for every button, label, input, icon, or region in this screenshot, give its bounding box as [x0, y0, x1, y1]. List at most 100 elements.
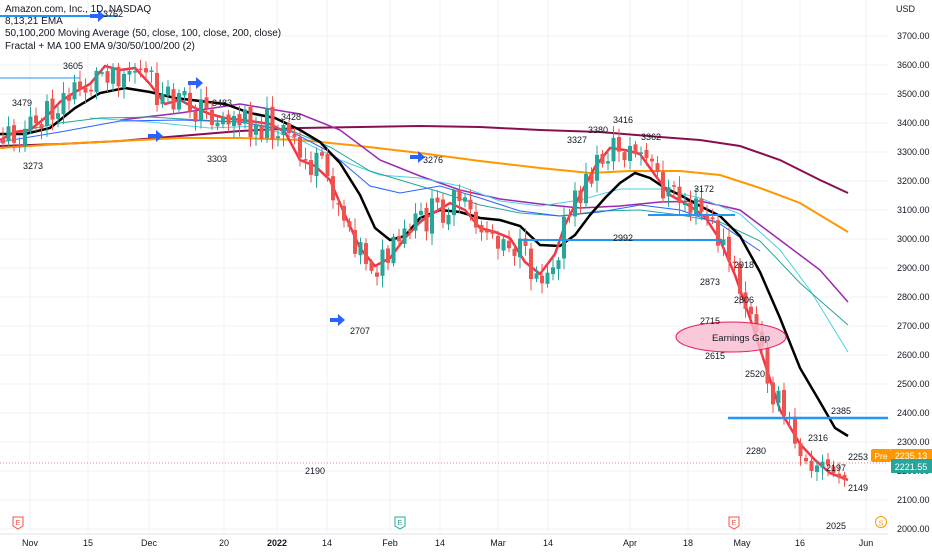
ema-indicator-label[interactable]: 8,13,21 EMA [5, 16, 63, 28]
svg-text:E: E [397, 518, 402, 527]
candle-body [430, 198, 434, 234]
candle-body [204, 97, 209, 109]
price-axis[interactable]: USD 3700.00 3600.00 3500.00 3400.00 3300… [871, 0, 932, 535]
price-tick: 3600.00 [897, 60, 930, 70]
fractal-indicator-label[interactable]: Fractal + MA 100 EMA 9/30/50/100/200 (2) [5, 40, 195, 52]
candle-body [375, 272, 379, 277]
earnings-marker-icon[interactable]: E [12, 516, 24, 530]
time-tick: May [733, 538, 751, 548]
candle-body [122, 73, 126, 88]
price-tick: 3300.00 [897, 147, 930, 157]
candle-body [193, 110, 198, 122]
fractal-high-label: 3416 [613, 115, 633, 125]
earnings-marker-icon[interactable]: E [394, 516, 406, 530]
candle-body [562, 216, 566, 259]
time-axis[interactable]: Nov 15 Dec 20 2022 14 Feb 14 Mar 14 Apr … [0, 533, 888, 548]
candle-body [639, 152, 643, 154]
svg-text:E: E [15, 518, 20, 527]
candle-body [661, 172, 665, 199]
candle-body [672, 185, 676, 187]
candle-body [1, 138, 5, 144]
price-tick: 3200.00 [897, 176, 930, 186]
earnings-marker-icon[interactable]: E [728, 516, 740, 530]
time-tick: Feb [382, 538, 398, 548]
chart-legend[interactable]: Amazon.com, Inc., 1D, NASDAQ 8,13,21 EMA… [5, 4, 281, 53]
candle-body [749, 306, 753, 315]
candle-body [446, 214, 451, 225]
last-price-badge [891, 459, 932, 473]
candle-body [78, 81, 82, 90]
candle-body [699, 198, 704, 213]
candlesticks [1, 59, 847, 487]
fractal-low-label: 2992 [613, 233, 633, 243]
fractal-high-label: 3428 [281, 112, 301, 122]
fractal-low-label: 2715 [700, 316, 720, 326]
split-marker-icon[interactable]: S [875, 516, 887, 528]
candle-body [540, 275, 544, 284]
candle-body [100, 72, 104, 74]
time-tick: 2022 [267, 538, 287, 548]
time-tick: 14 [435, 538, 445, 548]
candle-body [771, 382, 775, 405]
candle-body [589, 173, 594, 184]
candle-body [12, 125, 16, 143]
candle-body [534, 273, 539, 279]
earnings-gap-label: Earnings Gap [712, 333, 770, 344]
event-markers[interactable]: E E E S [12, 516, 887, 530]
price-tick: 2900.00 [897, 263, 930, 273]
candle-body [45, 100, 49, 127]
time-tick: Jun [859, 538, 874, 548]
candle-body [705, 213, 709, 220]
candle-body [265, 108, 269, 139]
symbol-title[interactable]: Amazon.com, Inc., 1D, NASDAQ [5, 4, 152, 15]
candle-body [155, 72, 159, 105]
candle-body [199, 99, 203, 121]
candle-body [358, 242, 363, 256]
candle-body [578, 190, 583, 204]
candle-body [457, 189, 462, 202]
candle-body [127, 70, 132, 75]
candle-body [105, 71, 110, 83]
candle-body [94, 70, 99, 93]
candle-body [633, 144, 638, 154]
fractal-high-label: 3605 [63, 61, 83, 71]
candle-body [545, 272, 550, 284]
pre-price-value: 2235.13 [895, 451, 928, 461]
time-tick: Mar [490, 538, 506, 548]
ma50-line [119, 103, 849, 303]
candle-body [303, 159, 308, 161]
candle-body [72, 82, 77, 100]
candle-body [56, 113, 60, 119]
fractal-high-label: 3479 [12, 98, 32, 108]
price-tick: 3400.00 [897, 118, 930, 128]
candle-body [133, 71, 137, 73]
arrow-right-icon [410, 151, 425, 163]
fractal-high-label: 3362 [641, 132, 661, 142]
ma-indicator-label[interactable]: 50,100,200 Moving Average (50, close, 10… [5, 28, 282, 40]
earnings-gap-ellipse [675, 321, 787, 353]
candle-body [826, 459, 830, 465]
candle-body [738, 263, 742, 294]
svg-text:E: E [731, 518, 736, 527]
candle-body [842, 474, 847, 480]
time-tick: Nov [22, 538, 39, 548]
candle-body [688, 202, 693, 213]
candle-body [754, 314, 759, 332]
candle-body [743, 292, 748, 309]
candle-body [809, 460, 814, 471]
candle-body [34, 115, 38, 124]
candle-body [67, 94, 71, 101]
candle-body [501, 239, 506, 251]
time-tick: 20 [219, 538, 229, 548]
time-tick: 14 [322, 538, 332, 548]
fractal-low-label: 3303 [207, 154, 227, 164]
candle-body [567, 214, 572, 217]
level-label: 2280 [746, 446, 766, 456]
candle-body [39, 124, 44, 129]
candle-body [419, 210, 423, 215]
level-label: 2316 [808, 433, 828, 443]
candle-body [573, 190, 577, 217]
candle-body [83, 87, 88, 93]
